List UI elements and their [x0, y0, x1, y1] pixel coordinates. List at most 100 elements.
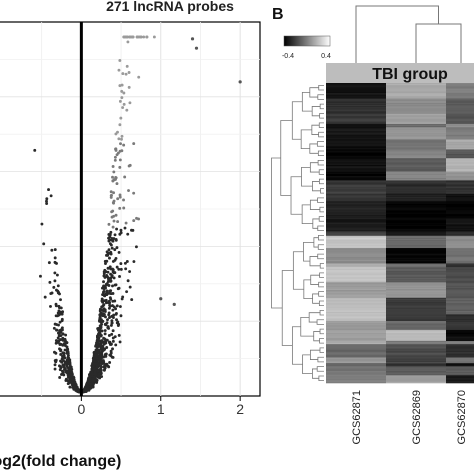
volcano-point	[109, 296, 112, 299]
volcano-point	[109, 354, 112, 357]
dendrogram-branch	[310, 256, 320, 265]
volcano-point	[100, 366, 103, 369]
volcano-point	[101, 293, 104, 296]
volcano-point	[105, 363, 108, 366]
volcano-point	[112, 269, 115, 272]
volcano-point	[122, 199, 125, 202]
volcano-point	[108, 223, 111, 226]
volcano-point	[54, 363, 57, 366]
dendrogram-branch	[310, 350, 320, 359]
volcano-point	[59, 343, 62, 346]
volcano-point	[110, 190, 113, 193]
volcano-point	[94, 373, 97, 376]
volcano-point	[121, 72, 124, 75]
volcano-point	[116, 182, 119, 185]
volcano-point	[120, 149, 123, 152]
volcano-point	[60, 306, 63, 309]
volcano-point	[112, 260, 115, 263]
dendrogram-branch	[310, 88, 319, 97]
row-dendrogram	[272, 85, 324, 380]
volcano-point	[114, 148, 117, 151]
volcano-point	[73, 381, 76, 384]
color-scale-bar	[284, 36, 330, 46]
volcano-point	[128, 71, 131, 74]
volcano-point	[103, 365, 106, 368]
volcano-point	[111, 304, 114, 307]
volcano-point	[125, 222, 128, 225]
volcano-point	[112, 316, 115, 319]
volcano-point	[124, 267, 127, 270]
volcano-point	[97, 374, 100, 377]
dendrogram-branch	[320, 273, 324, 278]
volcano-point	[55, 329, 58, 332]
volcano-point	[118, 287, 121, 290]
volcano-point	[68, 386, 71, 389]
volcano-point	[61, 313, 64, 316]
volcano-point	[112, 165, 115, 168]
volcano-point	[118, 207, 121, 210]
volcano-point	[114, 233, 117, 236]
dendrogram-branch	[318, 254, 324, 259]
volcano-point	[63, 339, 66, 342]
volcano-point	[114, 159, 117, 162]
volcano-point	[42, 242, 45, 245]
volcano-point	[112, 292, 115, 295]
dendrogram-branch	[318, 198, 324, 203]
volcano-point	[71, 378, 74, 381]
volcano-point	[108, 252, 111, 255]
volcano-point	[135, 245, 138, 248]
volcano-point	[44, 296, 47, 299]
dendrogram-branch	[293, 252, 303, 290]
dendrogram-branch	[319, 217, 324, 222]
volcano-point	[117, 268, 120, 271]
volcano-point	[103, 269, 106, 272]
volcano-point	[100, 375, 103, 378]
dendrogram-branch	[303, 355, 313, 374]
volcano-point	[125, 109, 128, 112]
volcano-point	[96, 341, 99, 344]
volcano-point	[48, 261, 51, 264]
volcano-point	[70, 371, 73, 374]
volcano-point	[136, 36, 139, 39]
volcano-outlier-point	[239, 80, 242, 83]
dendrogram-branch	[320, 310, 324, 315]
dendrogram-branch	[318, 160, 324, 165]
volcano-point	[113, 220, 116, 223]
dendrogram-branch	[282, 271, 293, 346]
volcano-point	[96, 335, 99, 338]
volcano-point	[121, 297, 124, 300]
volcano-point	[128, 270, 131, 273]
volcano-point	[114, 307, 117, 310]
volcano-point	[55, 342, 58, 345]
volcano-point	[129, 286, 132, 289]
volcano-point	[97, 363, 100, 366]
volcano-point	[47, 188, 50, 191]
volcano-point	[69, 367, 72, 370]
volcano-point	[128, 101, 131, 104]
volcano-point	[53, 279, 56, 282]
volcano-point	[54, 360, 57, 363]
volcano-point	[126, 65, 129, 68]
volcano-point	[48, 281, 51, 284]
volcano-point	[86, 382, 89, 385]
volcano-point	[120, 268, 123, 271]
volcano-point	[112, 329, 115, 332]
volcano-point	[57, 284, 60, 287]
volcano-point	[105, 260, 108, 263]
volcano-outlier-point	[195, 47, 198, 50]
dendrogram-branch	[320, 113, 324, 118]
dendrogram-branch	[319, 179, 324, 184]
volcano-point	[64, 342, 67, 345]
volcano-point	[120, 231, 123, 234]
volcano-point	[115, 257, 118, 260]
volcano-point	[107, 301, 110, 304]
volcano-point	[125, 73, 128, 76]
volcano-outlier-point	[191, 37, 194, 40]
volcano-point	[61, 355, 64, 358]
volcano-point	[112, 340, 115, 343]
volcano-outlier-point	[159, 297, 162, 300]
volcano-point	[116, 321, 119, 324]
volcano-point	[71, 376, 74, 379]
volcano-point	[55, 303, 58, 306]
